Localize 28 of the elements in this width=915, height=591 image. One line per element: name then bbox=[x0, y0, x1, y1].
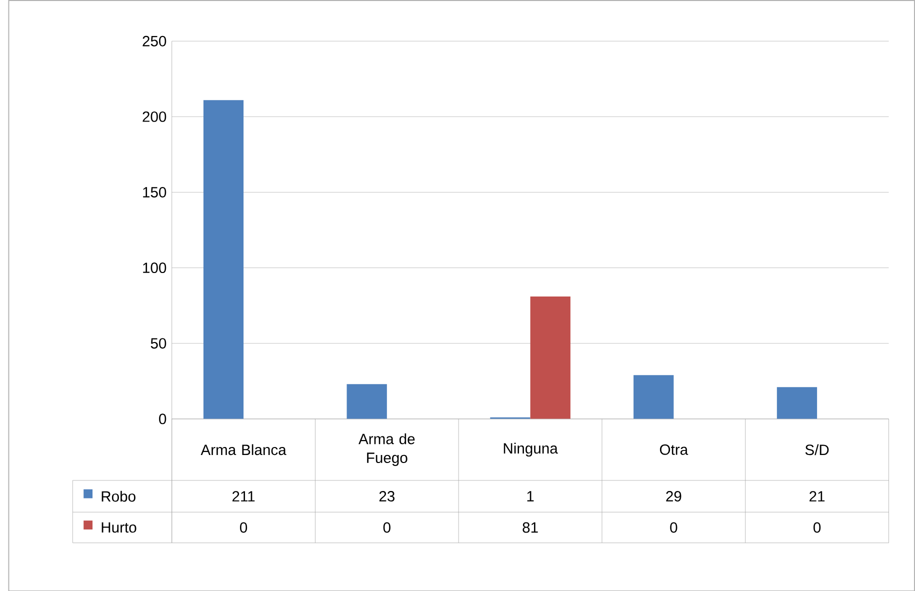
bar bbox=[346, 384, 387, 419]
data-label: 23 bbox=[379, 490, 394, 502]
bar bbox=[530, 296, 570, 419]
data-label: 0 bbox=[814, 522, 821, 533]
data-label: 81 bbox=[522, 522, 538, 533]
data-label: 0 bbox=[670, 522, 678, 533]
bar bbox=[203, 100, 244, 419]
y-tick-label: 50 bbox=[150, 338, 166, 348]
data-label: 29 bbox=[666, 490, 682, 502]
x-tick-label: S/D bbox=[805, 444, 829, 455]
x-tick-label: Otra bbox=[660, 444, 688, 455]
y-tick-label: 150 bbox=[143, 186, 166, 198]
bar bbox=[634, 374, 674, 419]
data-label: 211 bbox=[232, 490, 255, 502]
data-label: 0 bbox=[383, 522, 390, 533]
y-tick-label: 0 bbox=[159, 413, 166, 424]
data-label: 0 bbox=[240, 522, 248, 533]
data-label: 1 bbox=[527, 490, 534, 502]
x-tick-label: Arma de Fuego bbox=[358, 433, 415, 466]
y-tick-label: 200 bbox=[142, 111, 166, 122]
x-tick-label: Ninguna bbox=[504, 442, 558, 456]
y-tick-label: 250 bbox=[142, 36, 166, 46]
data-label: 21 bbox=[810, 490, 825, 502]
legend-label: Robo bbox=[102, 490, 136, 502]
y-tick-label: 100 bbox=[143, 262, 166, 273]
x-tick-label: Arma Blanca bbox=[200, 444, 286, 455]
legend-label: Hurto bbox=[102, 522, 136, 532]
bar bbox=[776, 386, 818, 419]
